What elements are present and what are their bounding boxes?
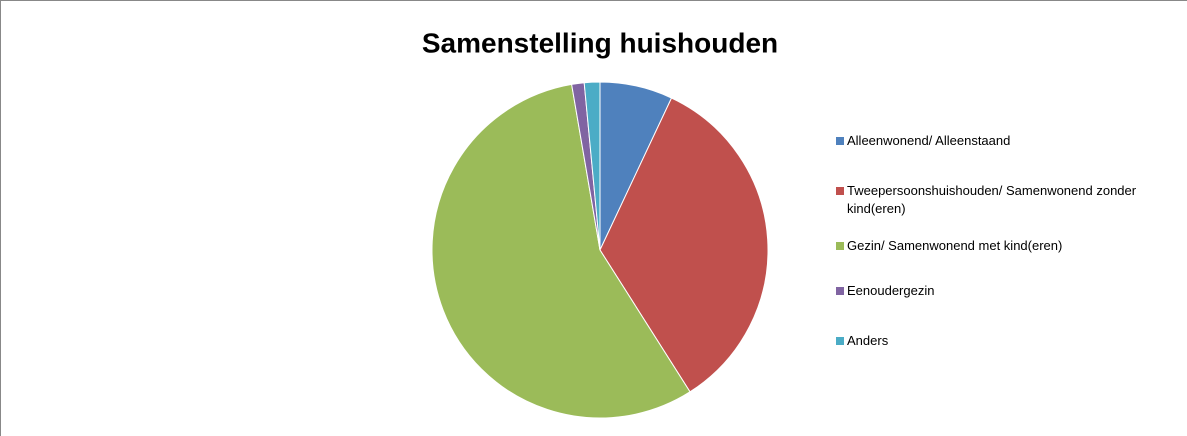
legend-item: Gezin/ Samenwonend met kind(eren) (836, 237, 1062, 255)
legend-item: Anders (836, 332, 888, 350)
legend-swatch (836, 187, 844, 195)
legend-label: Eenoudergezin (847, 283, 935, 298)
legend-swatch (836, 287, 844, 295)
pie-slice (583, 81, 601, 251)
pie-slice (431, 83, 691, 419)
chart-title: Samenstelling huishouden (422, 27, 778, 58)
legend-swatch (836, 337, 844, 345)
legend-item: Eenoudergezin (836, 282, 934, 300)
pie-slice (599, 97, 769, 393)
legend-swatch (836, 242, 844, 250)
legend-item: Alleenwonend/ Alleenstaand (836, 132, 1010, 150)
legend-swatch (836, 137, 844, 145)
legend-label: Tweepersoonshuishouden/ Samenwonend zond… (847, 183, 1137, 216)
legend-label: Alleenwonend/ Alleenstaand (847, 133, 1011, 148)
legend-label: Anders (847, 333, 889, 348)
legend-label: Gezin/ Samenwonend met kind(eren) (847, 238, 1063, 253)
legend-item: Tweepersoonshuishouden/ Samenwonend zond… (836, 182, 1177, 218)
